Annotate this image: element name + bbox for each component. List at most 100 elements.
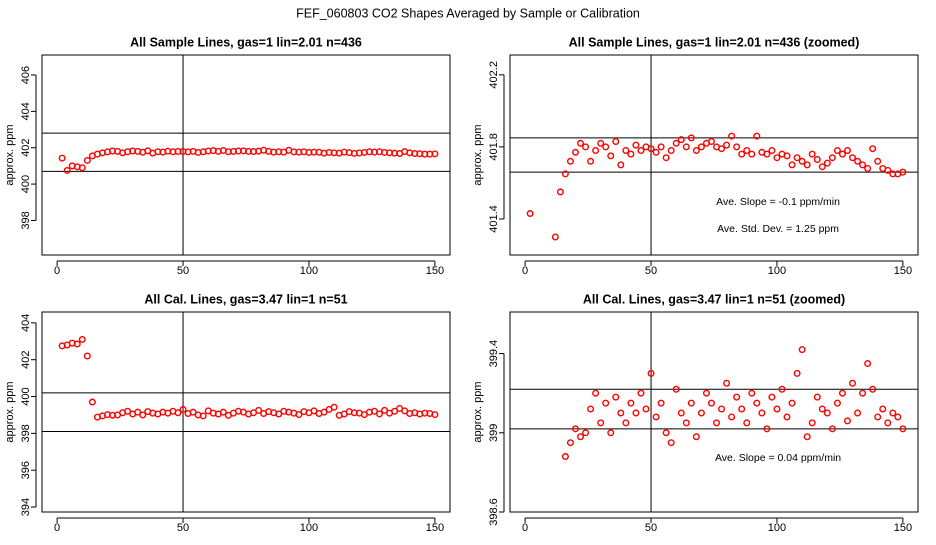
point [733, 143, 741, 151]
panel: All Cal. Lines, gas=3.47 lin=1 n=51 (zoo… [472, 292, 919, 534]
point [723, 141, 731, 149]
point [63, 166, 71, 174]
point [566, 439, 574, 447]
point [189, 408, 197, 416]
point [783, 152, 791, 160]
point [823, 159, 831, 167]
point [828, 425, 836, 433]
point [859, 389, 867, 397]
point [602, 399, 610, 407]
point [571, 148, 579, 156]
annotation: Ave. Std. Dev. = 1.25 ppm [717, 223, 839, 235]
point [642, 405, 650, 413]
annotation: Ave. Slope = -0.1 ppm/min [716, 196, 840, 208]
x-tick-label: 150 [426, 265, 444, 277]
panel-title: All Cal. Lines, gas=3.47 lin=1 n=51 (zoo… [583, 292, 845, 306]
point [174, 409, 182, 417]
point [723, 379, 731, 387]
point [833, 399, 841, 407]
point [783, 413, 791, 421]
point [612, 393, 620, 401]
point [813, 393, 821, 401]
point [773, 405, 781, 413]
x-tick-label: 100 [768, 522, 786, 534]
point [431, 150, 439, 158]
point [743, 419, 751, 427]
point [617, 409, 625, 417]
point [667, 439, 675, 447]
point [124, 407, 132, 415]
point [884, 419, 892, 427]
point [743, 146, 751, 154]
point [672, 385, 680, 393]
y-tick-label: 400 [20, 175, 32, 193]
x-tick-label: 50 [177, 522, 189, 534]
x-tick-label: 100 [768, 265, 786, 277]
plot-frame [509, 54, 919, 256]
point [818, 163, 826, 171]
point [728, 413, 736, 421]
x-tick-label: 0 [522, 522, 528, 534]
point [874, 413, 882, 421]
y-tick-label: 402 [20, 351, 32, 369]
point [707, 399, 715, 407]
point [793, 154, 801, 162]
point [697, 409, 705, 417]
point [320, 408, 328, 416]
point [788, 161, 796, 169]
point [83, 352, 91, 360]
point [607, 152, 615, 160]
point [803, 161, 811, 169]
y-axis-label: approx. ppm [4, 124, 16, 185]
point [843, 417, 851, 425]
point [551, 233, 559, 241]
y-tick-label: 401.4 [488, 205, 500, 233]
point [687, 134, 695, 142]
point [88, 398, 96, 406]
point [607, 429, 615, 437]
point [833, 146, 841, 154]
point [582, 143, 590, 151]
point [748, 150, 756, 158]
panel: All Sample Lines, gas=1 lin=2.01 n=436 ap… [4, 35, 451, 277]
x-tick-label: 150 [894, 522, 912, 534]
point [657, 399, 665, 407]
point [219, 408, 227, 416]
point [617, 161, 625, 169]
x-tick-label: 50 [177, 265, 189, 277]
y-tick-label: 398 [20, 424, 32, 442]
y-tick-label: 404 [20, 314, 32, 332]
x-tick-label: 0 [522, 265, 528, 277]
point [199, 412, 207, 420]
point [813, 156, 821, 164]
point [592, 389, 600, 397]
point [139, 411, 147, 419]
point [556, 188, 564, 196]
point [622, 419, 630, 427]
point [879, 405, 887, 413]
panel: All Cal. Lines, gas=3.47 lin=1 n=51 appro… [4, 292, 451, 534]
panel: All Sample Lines, gas=1 lin=2.01 n=436 (… [472, 35, 919, 277]
point [869, 385, 877, 393]
point [713, 419, 721, 427]
point [854, 409, 862, 417]
point [884, 166, 892, 174]
point [818, 405, 826, 413]
point [652, 413, 660, 421]
plot-area [42, 55, 450, 255]
y-tick-label: 400 [20, 387, 32, 405]
point [773, 154, 781, 162]
point [179, 405, 187, 413]
point [803, 433, 811, 441]
point [647, 145, 655, 153]
point [838, 150, 846, 158]
point [587, 157, 595, 165]
y-axis-label: approx. ppm [472, 381, 484, 442]
point [864, 359, 872, 367]
point [702, 389, 710, 397]
point [748, 389, 756, 397]
point [707, 137, 715, 145]
x-tick-label: 100 [300, 265, 318, 277]
point [768, 146, 776, 154]
